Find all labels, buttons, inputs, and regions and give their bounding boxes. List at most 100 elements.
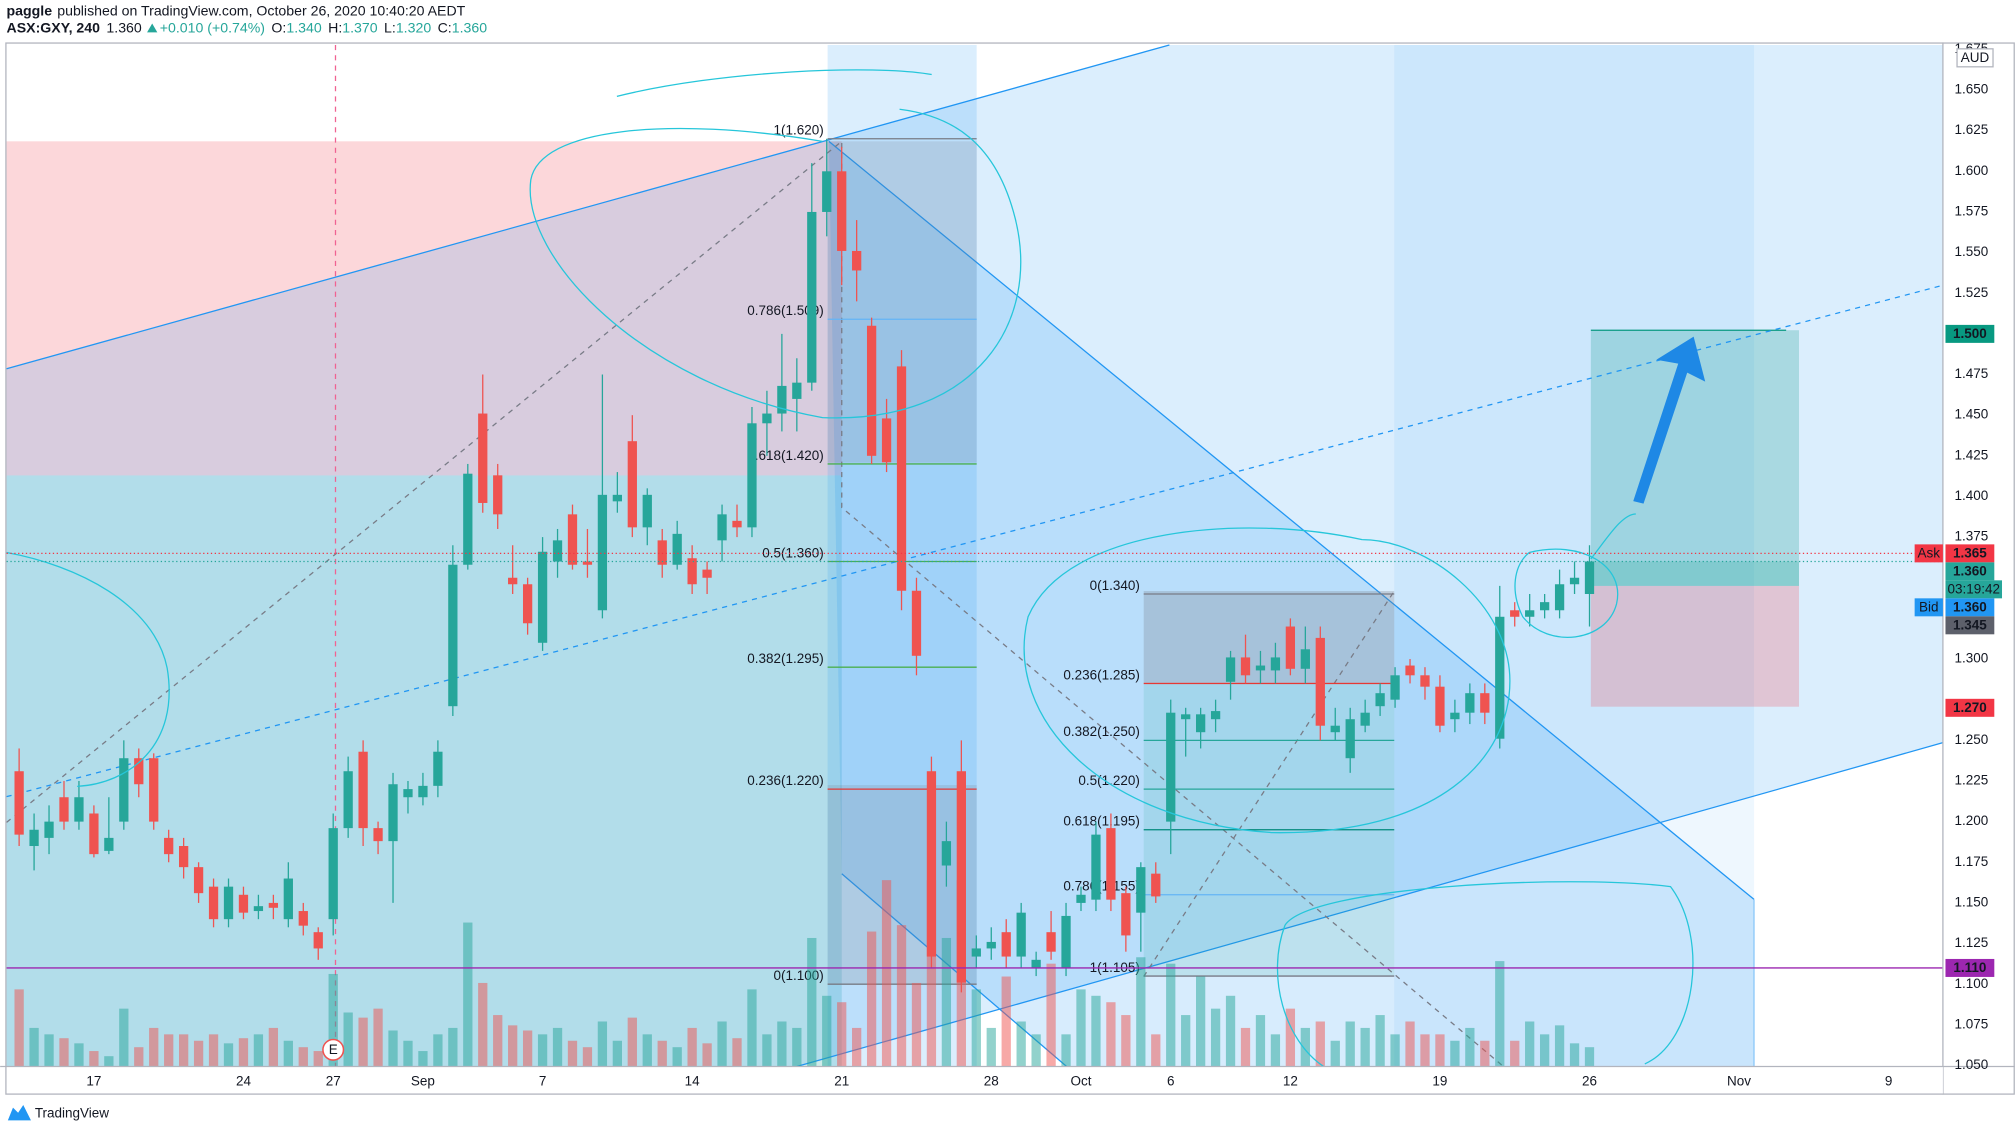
x-tick-label: 6 [1167,1073,1175,1088]
price-label: 1.360 [1953,564,1987,579]
candle-body [268,902,279,908]
price-label: 1.360 [1953,600,1987,615]
volume-bar [433,1034,443,1067]
candle-body [373,828,383,842]
price-tag-box [1914,598,1943,617]
candle-body [1554,584,1565,611]
volume-bar [687,1027,697,1067]
x-tick-label: 21 [834,1073,849,1088]
candle-body [597,494,608,611]
volume-bar [1435,1034,1445,1067]
candle-body [44,821,54,838]
candle-body [567,514,578,565]
volume-bar [29,1027,39,1067]
candle-body [104,837,114,851]
volume-bar [1554,1025,1565,1067]
candle-body [926,771,937,957]
candle-body [1390,675,1400,700]
forecast-range [1394,44,1755,1067]
candle-body [822,171,832,212]
position-stop [1590,585,1800,707]
volume-bar [493,1015,503,1067]
price-label-box [1945,598,1995,617]
fib-label: 0.382(1.295) [747,651,823,666]
arrow [1633,336,1706,504]
volume-bar [44,1034,54,1067]
candle-body [1166,712,1176,822]
fib-label: 0.618(1.195) [1063,814,1139,829]
volume-bar [567,1040,578,1067]
candle-body [687,558,697,585]
volume-bar [1210,1008,1221,1067]
volume-bar [672,1047,682,1067]
volume-bar [807,937,817,1067]
volume-bar [418,1051,428,1067]
volume-bar [1315,1021,1325,1067]
volume-bar [642,1034,652,1067]
volume-bar [1584,1047,1595,1067]
volume-bar [1151,1034,1161,1067]
ohlc-value: 1.360 [452,19,487,35]
fib-label: 0.236(1.220) [747,773,823,788]
volume-bar [1255,1015,1266,1067]
y-tick-label: 1.525 [1954,285,1988,300]
y-tick-label: 1.300 [1954,651,1988,666]
volume-bar [1510,1040,1520,1067]
volume-bar [238,1038,249,1067]
candle-body [717,514,727,541]
trend-line [6,284,1944,798]
volume-bar [508,1025,518,1067]
candle-body [852,250,862,271]
y-tick-label: 1.250 [1954,732,1988,747]
currency: AUD [1961,50,1990,65]
y-tick-label: 1.425 [1954,447,1988,462]
y-tick-label: 1.050 [1954,1057,1988,1072]
position-entry [1590,561,1800,586]
price-label-box [1945,562,1995,581]
candle-body [911,590,922,656]
published: published on TradingView.com, October 26… [57,2,465,18]
candle-body [328,828,338,920]
up-icon [147,23,158,33]
volume-bar [448,1027,458,1067]
candle-body [1435,686,1445,726]
volume-bar [164,1034,174,1067]
x-tick-label: 19 [1432,1073,1447,1088]
candle-body [1210,711,1221,720]
y-tick-label: 1.225 [1954,773,1988,788]
fib-box [1143,591,1395,683]
candle-body [1285,626,1296,669]
footer-bar [0,1094,2015,1132]
change: +0.010 (+0.74%) [160,19,265,35]
candle-body [463,473,473,565]
volume-bar [702,1043,712,1067]
volume-bar [134,1047,144,1067]
channel-top [6,44,1170,370]
price-label-box [1945,698,1995,717]
y-tick-label: 1.150 [1954,894,1988,909]
wedge-top [828,140,1755,900]
candle-body [1255,665,1266,671]
volume-bar [74,1043,84,1067]
symbol: ASX:GXY, 240 [7,19,101,35]
time-axis [0,1066,1943,1095]
candle-body [208,886,219,920]
x-tick-label: 17 [86,1073,101,1088]
candle-body [627,441,637,528]
countdown: 03:19:42 [1947,582,2000,597]
price-label-box [1945,324,1995,343]
candle-body [14,771,24,835]
volume-bar [1390,1034,1400,1067]
stop-zone [6,141,842,476]
candle-body [986,941,996,949]
volume-bar [986,1027,996,1067]
candle-body [119,758,129,822]
price-tag: Ask [1918,546,1941,561]
volume-bar [627,1017,637,1067]
series: 1(1.620)0.786(1.509)0.618(1.420)0.5(1.36… [14,123,1595,1067]
price-label: 1.110 [1953,960,1986,975]
candle-body [1225,657,1236,682]
candle-body [792,382,802,399]
price-label: 1.270 [1953,700,1987,715]
volume-bar [1046,963,1056,1067]
